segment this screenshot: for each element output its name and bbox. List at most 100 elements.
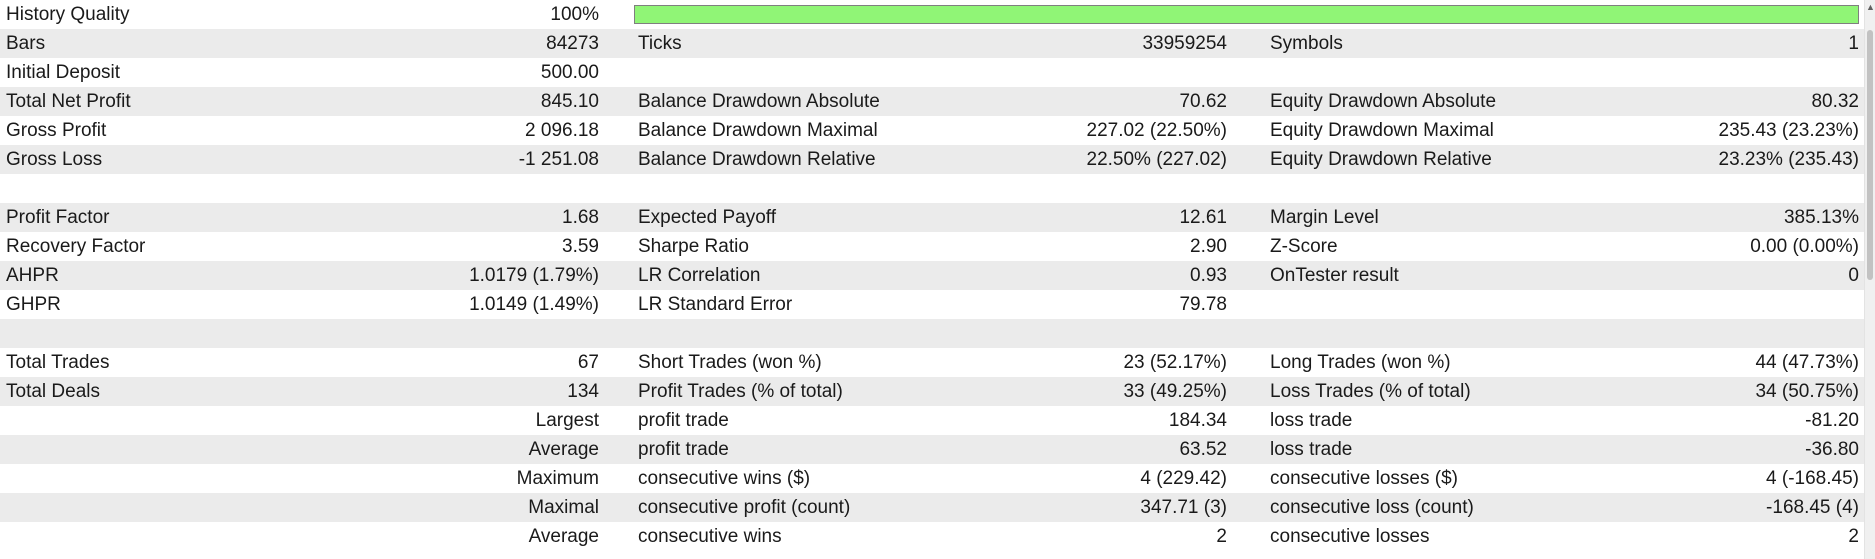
sharpe-ratio-label: Sharpe Ratio — [638, 236, 749, 257]
vertical-scrollbar[interactable]: ▲ — [1864, 0, 1875, 559]
profit-factor-label: Profit Factor — [6, 207, 110, 228]
equity-drawdown-relative-value: 23.23% (235.43) — [1718, 149, 1860, 170]
expected-payoff-label: Expected Payoff — [638, 207, 777, 228]
margin-level-label: Margin Level — [1270, 207, 1379, 228]
row-maximum: Maximum consecutive wins ($) 4 (229.42) … — [0, 464, 1865, 493]
average-loss-trade-value: -36.80 — [1805, 439, 1859, 460]
sharpe-ratio-value: 2.90 — [1190, 236, 1227, 257]
history-quality-bar — [634, 5, 1859, 24]
long-trades-value: 44 (47.73%) — [1755, 352, 1859, 373]
balance-drawdown-maximal-label: Balance Drawdown Maximal — [638, 120, 878, 141]
gross-profit-value: 2 096.18 — [525, 120, 599, 141]
average-consecutive-label: Average — [528, 526, 599, 547]
ticks-label: Ticks — [638, 33, 682, 54]
equity-drawdown-relative-label: Equity Drawdown Relative — [1270, 149, 1492, 170]
total-deals-label: Total Deals — [6, 381, 100, 402]
row-separator — [0, 319, 1865, 348]
long-trades-label: Long Trades (won %) — [1270, 352, 1451, 373]
row-ahpr: AHPR 1.0179 (1.79%) LR Correlation 0.93 … — [0, 261, 1865, 290]
history-quality-value: 100% — [550, 4, 599, 25]
largest-profit-trade-value: 184.34 — [1168, 410, 1227, 431]
row-profit-factor: Profit Factor 1.68 Expected Payoff 12.61… — [0, 203, 1865, 232]
profit-trades-value: 33 (49.25%) — [1123, 381, 1227, 402]
equity-drawdown-absolute-value: 80.32 — [1811, 91, 1859, 112]
initial-deposit-label: Initial Deposit — [6, 62, 121, 83]
balance-drawdown-absolute-value: 70.62 — [1179, 91, 1227, 112]
largest-loss-trade-label: loss trade — [1270, 410, 1353, 431]
total-deals-value: 134 — [567, 381, 599, 402]
bars-value: 84273 — [546, 33, 599, 54]
equity-drawdown-absolute-label: Equity Drawdown Absolute — [1270, 91, 1497, 112]
total-trades-value: 67 — [577, 352, 599, 373]
average-consecutive-wins-label: consecutive wins — [638, 526, 782, 547]
largest-profit-trade-label: profit trade — [638, 410, 729, 431]
balance-drawdown-absolute-label: Balance Drawdown Absolute — [638, 91, 880, 112]
lr-standard-error-value: 79.78 — [1179, 294, 1227, 315]
profit-factor-value: 1.68 — [562, 207, 599, 228]
recovery-factor-label: Recovery Factor — [6, 236, 146, 257]
row-largest: Largest profit trade 184.34 loss trade -… — [0, 406, 1865, 435]
row-average: Average profit trade 63.52 loss trade -3… — [0, 435, 1865, 464]
balance-drawdown-maximal-value: 227.02 (22.50%) — [1086, 120, 1228, 141]
average-consecutive-losses-label: consecutive losses — [1270, 526, 1430, 547]
equity-drawdown-maximal-value: 235.43 (23.23%) — [1718, 120, 1860, 141]
consecutive-profit-count-value: 347.71 (3) — [1140, 497, 1227, 518]
total-net-profit-value: 845.10 — [540, 91, 599, 112]
lr-standard-error-label: LR Standard Error — [638, 294, 793, 315]
profit-trades-label: Profit Trades (% of total) — [638, 381, 843, 402]
scrollbar-thumb[interactable] — [1867, 30, 1873, 280]
history-quality-label: History Quality — [6, 4, 130, 25]
history-quality-bar-fill — [635, 6, 1858, 23]
ghpr-value: 1.0149 (1.49%) — [469, 294, 599, 315]
row-average-consecutive: Average consecutive wins 2 consecutive l… — [0, 522, 1865, 551]
total-net-profit-label: Total Net Profit — [6, 91, 131, 112]
row-ghpr: GHPR 1.0149 (1.49%) LR Standard Error 79… — [0, 290, 1865, 319]
short-trades-label: Short Trades (won %) — [638, 352, 822, 373]
consecutive-wins-money-value: 4 (229.42) — [1140, 468, 1227, 489]
maximum-label: Maximum — [516, 468, 599, 489]
consecutive-profit-count-label: consecutive profit (count) — [638, 497, 851, 518]
initial-deposit-value: 500.00 — [540, 62, 599, 83]
row-total-trades: Total Trades 67 Short Trades (won %) 23 … — [0, 348, 1865, 377]
consecutive-loss-count-value: -168.45 (4) — [1766, 497, 1859, 518]
row-history-quality: History Quality 100% — [0, 0, 1865, 29]
ghpr-label: GHPR — [6, 294, 61, 315]
row-separator — [0, 174, 1865, 203]
total-trades-label: Total Trades — [6, 352, 110, 373]
loss-trades-label: Loss Trades (% of total) — [1270, 381, 1471, 402]
ontester-result-label: OnTester result — [1270, 265, 1399, 286]
ahpr-value: 1.0179 (1.79%) — [469, 265, 599, 286]
chevron-up-icon[interactable]: ▲ — [1866, 2, 1875, 12]
gross-profit-label: Gross Profit — [6, 120, 107, 141]
consecutive-loss-count-label: consecutive loss (count) — [1270, 497, 1474, 518]
average-consecutive-losses-value: 2 — [1848, 526, 1859, 547]
loss-trades-value: 34 (50.75%) — [1755, 381, 1859, 402]
row-bars: Bars 84273 Ticks 33959254 Symbols 1 — [0, 29, 1865, 58]
consecutive-losses-money-label: consecutive losses ($) — [1270, 468, 1458, 489]
symbols-value: 1 — [1848, 33, 1859, 54]
row-gross-loss: Gross Loss -1 251.08 Balance Drawdown Re… — [0, 145, 1865, 174]
average-consecutive-wins-value: 2 — [1216, 526, 1227, 547]
balance-drawdown-relative-value: 22.50% (227.02) — [1086, 149, 1228, 170]
symbols-label: Symbols — [1270, 33, 1343, 54]
gross-loss-label: Gross Loss — [6, 149, 103, 170]
short-trades-value: 23 (52.17%) — [1123, 352, 1227, 373]
gross-loss-value: -1 251.08 — [518, 149, 599, 170]
row-total-net-profit: Total Net Profit 845.10 Balance Drawdown… — [0, 87, 1865, 116]
row-total-deals: Total Deals 134 Profit Trades (% of tota… — [0, 377, 1865, 406]
largest-label: Largest — [535, 410, 599, 431]
maximal-label: Maximal — [528, 497, 599, 518]
consecutive-losses-money-value: 4 (-168.45) — [1766, 468, 1859, 489]
z-score-value: 0.00 (0.00%) — [1750, 236, 1859, 257]
average-loss-trade-label: loss trade — [1270, 439, 1353, 460]
z-score-label: Z-Score — [1270, 236, 1338, 257]
lr-correlation-value: 0.93 — [1190, 265, 1227, 286]
average-label: Average — [528, 439, 599, 460]
ticks-value: 33959254 — [1142, 33, 1227, 54]
ahpr-label: AHPR — [6, 265, 59, 286]
ontester-result-value: 0 — [1848, 265, 1859, 286]
row-gross-profit: Gross Profit 2 096.18 Balance Drawdown M… — [0, 116, 1865, 145]
balance-drawdown-relative-label: Balance Drawdown Relative — [638, 149, 876, 170]
average-profit-trade-value: 63.52 — [1179, 439, 1227, 460]
